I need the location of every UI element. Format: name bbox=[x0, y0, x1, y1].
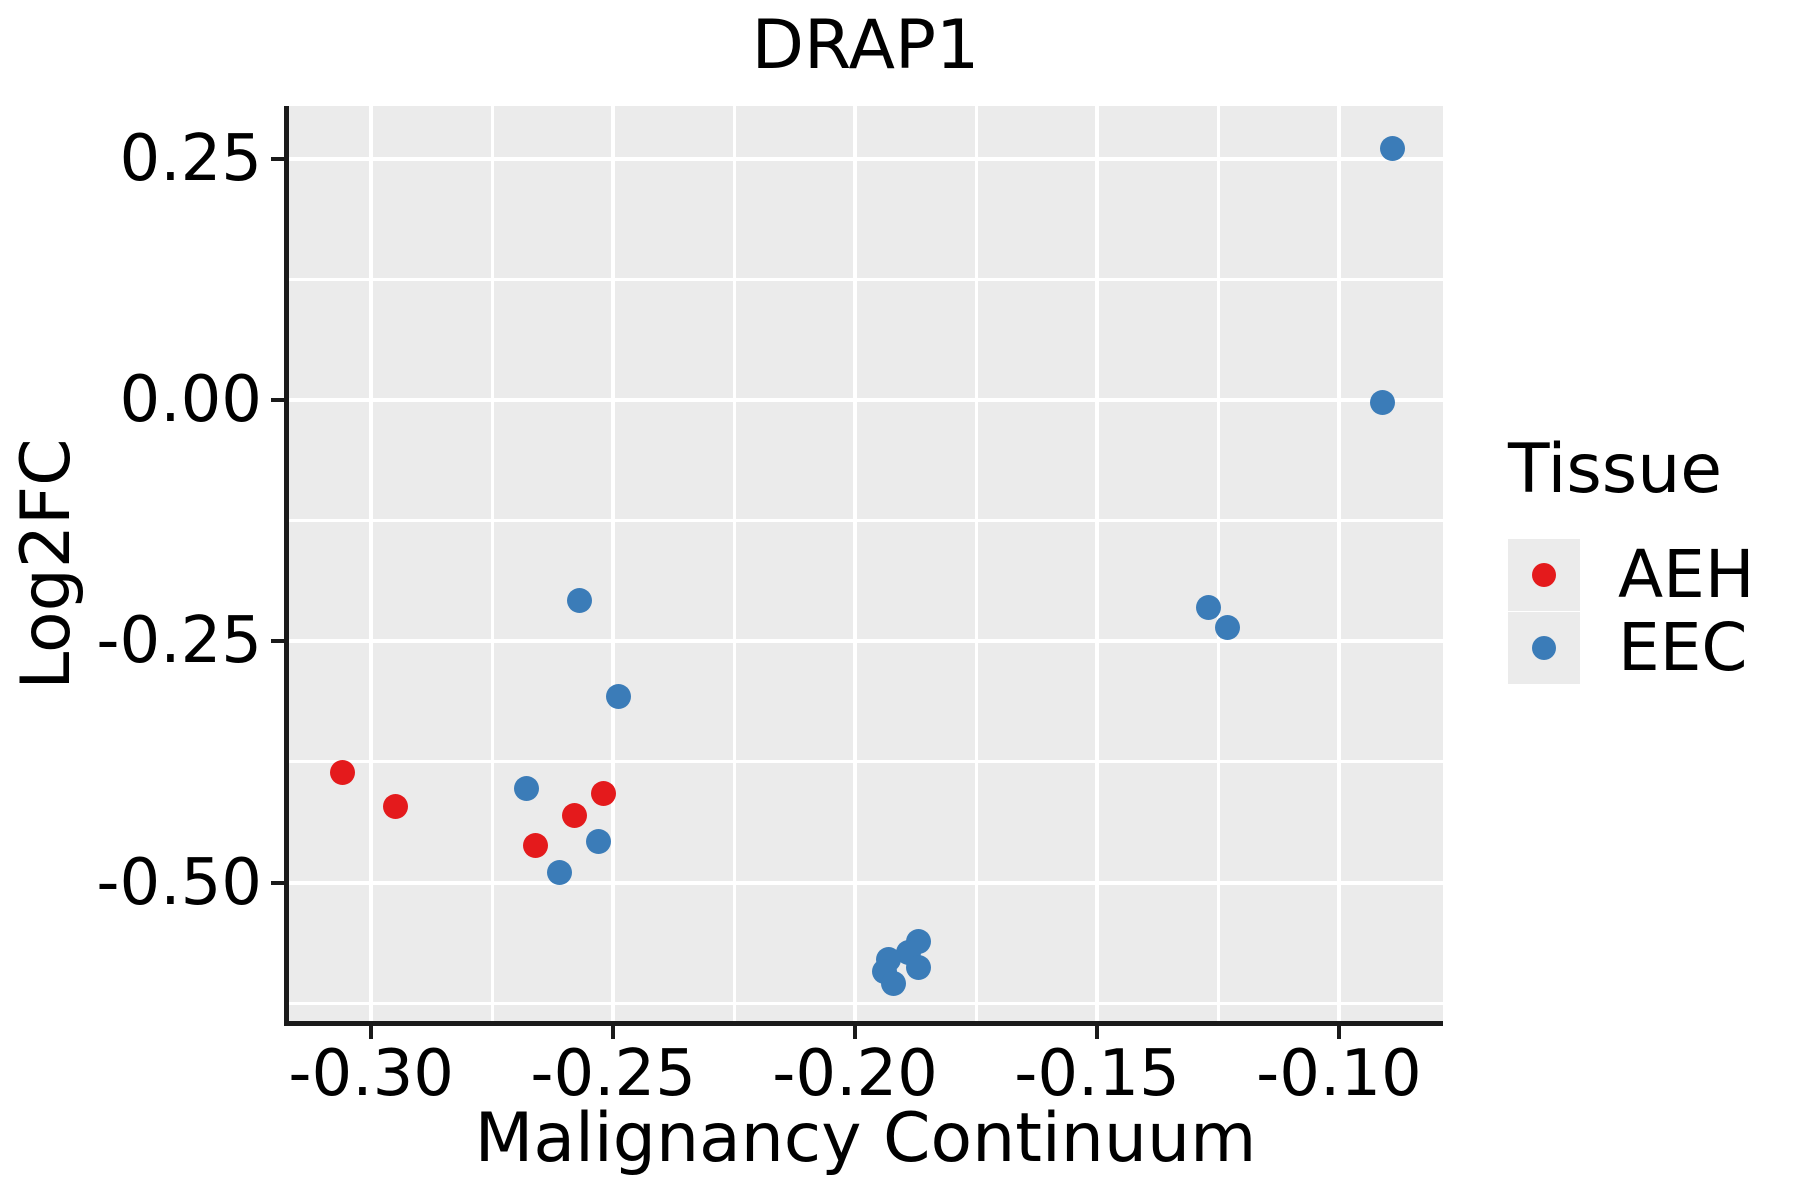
minor-gridline-y bbox=[288, 519, 1443, 523]
chart-title: DRAP1 bbox=[751, 6, 980, 85]
major-gridline-x bbox=[853, 106, 858, 1022]
minor-gridline-x bbox=[732, 106, 736, 1022]
legend-label-eec: EEC bbox=[1618, 608, 1748, 686]
major-gridline-y bbox=[288, 880, 1443, 885]
minor-gridline-x bbox=[490, 106, 494, 1022]
data-point-eec bbox=[1370, 390, 1396, 416]
data-point-eec bbox=[605, 683, 631, 709]
data-point-eec bbox=[566, 588, 592, 614]
major-gridline-x bbox=[1095, 106, 1100, 1022]
major-gridline-x bbox=[369, 106, 374, 1022]
legend-title: Tissue bbox=[1508, 430, 1723, 509]
x-tick-mark bbox=[1095, 1026, 1100, 1039]
data-point-eec bbox=[513, 776, 539, 802]
data-point-eec bbox=[586, 828, 612, 854]
legend-entry-eec: EEC bbox=[1508, 611, 1754, 684]
major-gridline-x bbox=[611, 106, 616, 1022]
y-tick-label: 0.00 bbox=[119, 363, 263, 437]
x-tick-mark bbox=[853, 1026, 858, 1039]
x-tick-label: -0.15 bbox=[1014, 1037, 1180, 1111]
minor-gridline-y bbox=[288, 760, 1443, 764]
legend-key-eec bbox=[1508, 611, 1580, 684]
y-tick-mark bbox=[271, 156, 284, 161]
minor-gridline-x bbox=[974, 106, 978, 1022]
y-tick-mark bbox=[271, 880, 284, 885]
x-tick-mark bbox=[1336, 1026, 1341, 1039]
data-point-eec bbox=[905, 955, 931, 981]
major-gridline-y bbox=[288, 639, 1443, 644]
x-tick-label: -0.25 bbox=[530, 1037, 696, 1111]
x-tick-label: -0.30 bbox=[288, 1037, 455, 1111]
y-tick-label: 0.25 bbox=[119, 121, 263, 196]
major-gridline-x bbox=[1336, 106, 1341, 1022]
data-point-eec bbox=[1379, 135, 1405, 161]
legend-label-aeh: AEH bbox=[1618, 535, 1755, 613]
data-point-aeh bbox=[382, 793, 408, 819]
y-tick-label: -0.25 bbox=[96, 604, 262, 679]
legend-entry-aeh: AEH bbox=[1508, 538, 1754, 611]
data-point-eec bbox=[1195, 595, 1221, 621]
legend-key-aeh bbox=[1508, 538, 1580, 611]
legend-dot-eec-icon bbox=[1532, 635, 1556, 660]
data-point-aeh bbox=[523, 833, 549, 859]
y-axis-line bbox=[284, 106, 289, 1026]
legend: Tissue AEH EEC bbox=[1508, 430, 1754, 684]
legend-dot-aeh-icon bbox=[1532, 562, 1556, 587]
x-tick-mark bbox=[611, 1026, 616, 1039]
y-tick-mark bbox=[271, 639, 284, 644]
y-tick-mark bbox=[271, 398, 284, 402]
x-axis-line bbox=[284, 1021, 1443, 1026]
minor-gridline-y bbox=[288, 1001, 1443, 1005]
plot-panel bbox=[288, 106, 1443, 1022]
x-axis-title: Malignancy Continuum bbox=[474, 1099, 1257, 1178]
data-point-eec bbox=[547, 860, 573, 886]
x-tick-label: -0.10 bbox=[1256, 1037, 1422, 1111]
y-tick-label: -0.50 bbox=[96, 845, 262, 920]
minor-gridline-x bbox=[1216, 106, 1220, 1022]
data-point-aeh bbox=[561, 802, 587, 828]
major-gridline-y bbox=[288, 156, 1443, 161]
data-point-aeh bbox=[329, 760, 355, 786]
major-gridline-y bbox=[288, 398, 1443, 402]
y-axis-title: Log2FC bbox=[7, 438, 86, 690]
data-point-aeh bbox=[590, 781, 616, 807]
minor-gridline-y bbox=[288, 277, 1443, 281]
legend-entries: AEH EEC bbox=[1508, 538, 1754, 684]
x-tick-mark bbox=[369, 1026, 374, 1039]
data-point-eec bbox=[881, 970, 907, 996]
x-tick-label: -0.20 bbox=[772, 1037, 938, 1111]
data-point-eec bbox=[1215, 615, 1241, 641]
